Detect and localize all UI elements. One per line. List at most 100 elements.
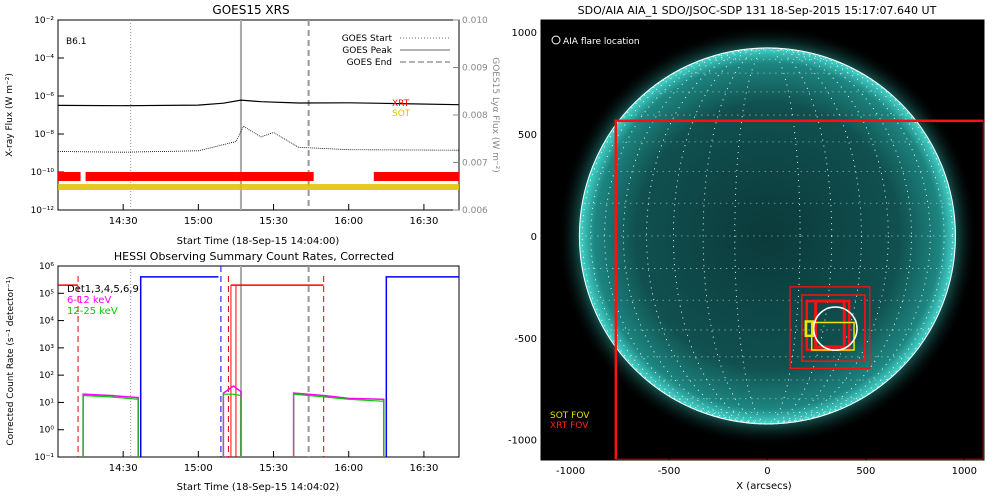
hessi-y-tick-label: 10²: [39, 371, 54, 381]
aia-y-axis: 1000 500 0 -500 -1000: [508, 28, 548, 447]
aia-x-tick-label: 1000: [952, 466, 977, 477]
aia-y-tick-label: 500: [518, 130, 537, 141]
goes-y2-tick-label: 0.008: [462, 111, 488, 121]
hessi-y-tick-label: 10¹: [39, 398, 54, 408]
aia-y-tick-label: 1000: [512, 28, 537, 39]
hessi-series-low: [292, 392, 385, 458]
goes-x-tick-label: 15:30: [259, 216, 288, 227]
goes-observing-bar-xrt: [58, 172, 81, 181]
hessi-legend-det: Det1,3,4,5,6,9: [67, 284, 139, 295]
hessi-x-tick-label: 15:00: [184, 463, 213, 474]
aia-xrt-fov-box: [814, 299, 846, 349]
goes-x-tick-label: 14:30: [109, 216, 138, 227]
goes-xrt-label: XRT: [392, 99, 410, 109]
goes-title: GOES15 XRS: [212, 3, 289, 17]
aia-longitude-line: [646, 47, 889, 425]
hessi-series-high: [222, 393, 242, 458]
aia-x-label: X (arcsecs): [736, 481, 792, 492]
hessi-x-tick-label: 14:30: [109, 463, 138, 474]
goes-legend-label: GOES End: [347, 58, 392, 68]
hessi-y-tick-label: 10³: [39, 344, 54, 354]
hessi-y-tick-label: 10⁴: [39, 317, 54, 327]
goes-x-tick-label: 16:00: [334, 216, 363, 227]
hessi-night-segment: [385, 276, 459, 457]
aia-image-plot: SDO/AIA AIA_1 SDO/JSOC-SDP 131 18-Sep-20…: [508, 4, 985, 492]
aia-solar-disk: [579, 47, 956, 424]
goes-y2-tick-label: 0.006: [462, 206, 488, 216]
aia-longitude-line: [734, 47, 801, 425]
hessi-series-high: [82, 394, 139, 458]
hessi-title: HESSI Observing Summary Count Rates, Cor…: [114, 250, 394, 263]
aia-sot-fov-label: SOT FOV: [550, 411, 590, 421]
aia-xrt-fov-box: [789, 286, 871, 369]
aia-longitude-line: [673, 47, 862, 425]
aia-y-tick-label: -1000: [508, 436, 537, 447]
goes-x-axis: 14:30 15:00 15:30 16:00 16:30: [109, 204, 438, 227]
hessi-plot-frame: [57, 265, 460, 458]
goes-observing-bars: [58, 172, 459, 190]
goes-x-label: Start Time (18-Sep-15 14:04:00): [177, 236, 340, 247]
hessi-series-low: [222, 385, 242, 458]
goes-y-tick-label: 10⁻¹²: [31, 206, 55, 216]
goes-legend-label: GOES Peak: [342, 46, 392, 56]
aia-plot-frame: [540, 19, 985, 461]
hessi-plot: HESSI Observing Summary Count Rates, Cor…: [6, 250, 460, 493]
aia-longitude-line: [604, 47, 931, 425]
goes-x-tick-label: 16:30: [409, 216, 438, 227]
hessi-legend-high: 12-25 keV: [67, 306, 118, 317]
hessi-series-low: [82, 393, 139, 458]
goes-series-line: [57, 125, 460, 153]
aia-sot-fov-box: [804, 320, 814, 337]
hessi-y-axis: 10⁶ 10⁵ 10⁴ 10³ 10² 10¹ 10⁰ 10⁻¹: [34, 262, 64, 463]
goes-legend: GOES Start GOES Peak GOES End: [342, 34, 450, 68]
flare-marker-icon: [551, 35, 561, 45]
goes-y2-tick-label: 0.007: [462, 159, 488, 169]
goes-y-tick-label: 10⁻¹⁰: [31, 168, 55, 178]
goes-observing-bar-xrt: [373, 172, 459, 181]
goes-observing-bar-sot: [58, 184, 459, 190]
aia-x-tick-label: -1000: [556, 466, 585, 477]
goes-legend-label: GOES Start: [342, 34, 393, 44]
aia-title: SDO/AIA AIA_1 SDO/JSOC-SDP 131 18-Sep-20…: [578, 4, 937, 17]
hessi-series-high: [292, 393, 385, 458]
aia-xrt-fov-box: [801, 294, 866, 362]
goes-y2-tick-label: 0.010: [462, 16, 488, 26]
hessi-y-tick-label: 10⁰: [39, 426, 54, 436]
aia-x-tick-label: 0: [764, 466, 770, 477]
aia-limb: [578, 47, 956, 425]
aia-x-tick-label: 500: [856, 466, 875, 477]
goes-observing-bar-xrt: [85, 172, 314, 181]
hessi-series: [58, 266, 459, 458]
aia-x-axis: -1000 -500 0 500 1000: [556, 453, 977, 477]
hessi-night-segment: [139, 276, 219, 457]
aia-xrt-fov-label: XRT FOV: [550, 421, 589, 431]
goes-class-label: B6.1: [66, 37, 87, 47]
aia-flare-location-circle: [812, 306, 858, 352]
hessi-x-tick-label: 16:00: [334, 463, 363, 474]
goes-y-tick-label: 10⁻²: [34, 16, 54, 26]
goes-y-axis: 10⁻² 10⁻⁴ 10⁻⁶ 10⁻⁸ 10⁻¹⁰ 10⁻¹²: [31, 16, 64, 216]
hessi-y-tick-label: 10⁵: [39, 289, 54, 299]
aia-longitude-line: [590, 47, 945, 425]
hessi-y-label: Corrected Count Rate (s⁻¹ detector⁻¹): [6, 276, 16, 445]
hessi-x-label: Start Time (18-Sep-15 14:04:02): [177, 482, 340, 493]
aia-y-tick-label: -500: [514, 334, 537, 345]
aia-longitude-line: [622, 47, 912, 425]
goes-sot-label: SOT: [392, 109, 411, 119]
goes-x-tick-label: 15:00: [184, 216, 213, 227]
hessi-legend-low: 6-12 keV: [67, 295, 111, 306]
hessi-x-axis: 14:30 15:00 15:30 16:00 16:30: [109, 451, 438, 474]
goes-y-tick-label: 10⁻⁴: [34, 54, 54, 64]
goes-series-line: [57, 99, 460, 107]
hessi-x-tick-label: 16:30: [409, 463, 438, 474]
aia-flare-label: AIA flare location: [563, 37, 640, 47]
hessi-x-tick-label: 15:30: [259, 463, 288, 474]
goes-y-tick-label: 10⁻⁸: [34, 130, 54, 140]
goes-y2-tick-label: 0.009: [462, 64, 488, 74]
aia-longitude-line: [581, 47, 953, 425]
hessi-y-tick-label: 10⁶: [39, 262, 54, 272]
goes-y-tick-label: 10⁻⁶: [34, 92, 54, 102]
goes-y2-axis: 0.010 0.009 0.008 0.007 0.006: [453, 16, 488, 216]
aia-y-tick-label: 0: [531, 232, 537, 243]
goes-xrs-plot: GOES15 XRS 10⁻² 10⁻⁴ 10⁻⁶ 10⁻⁸ 10⁻¹⁰ 10⁻¹² 0.…: [5, 3, 500, 247]
